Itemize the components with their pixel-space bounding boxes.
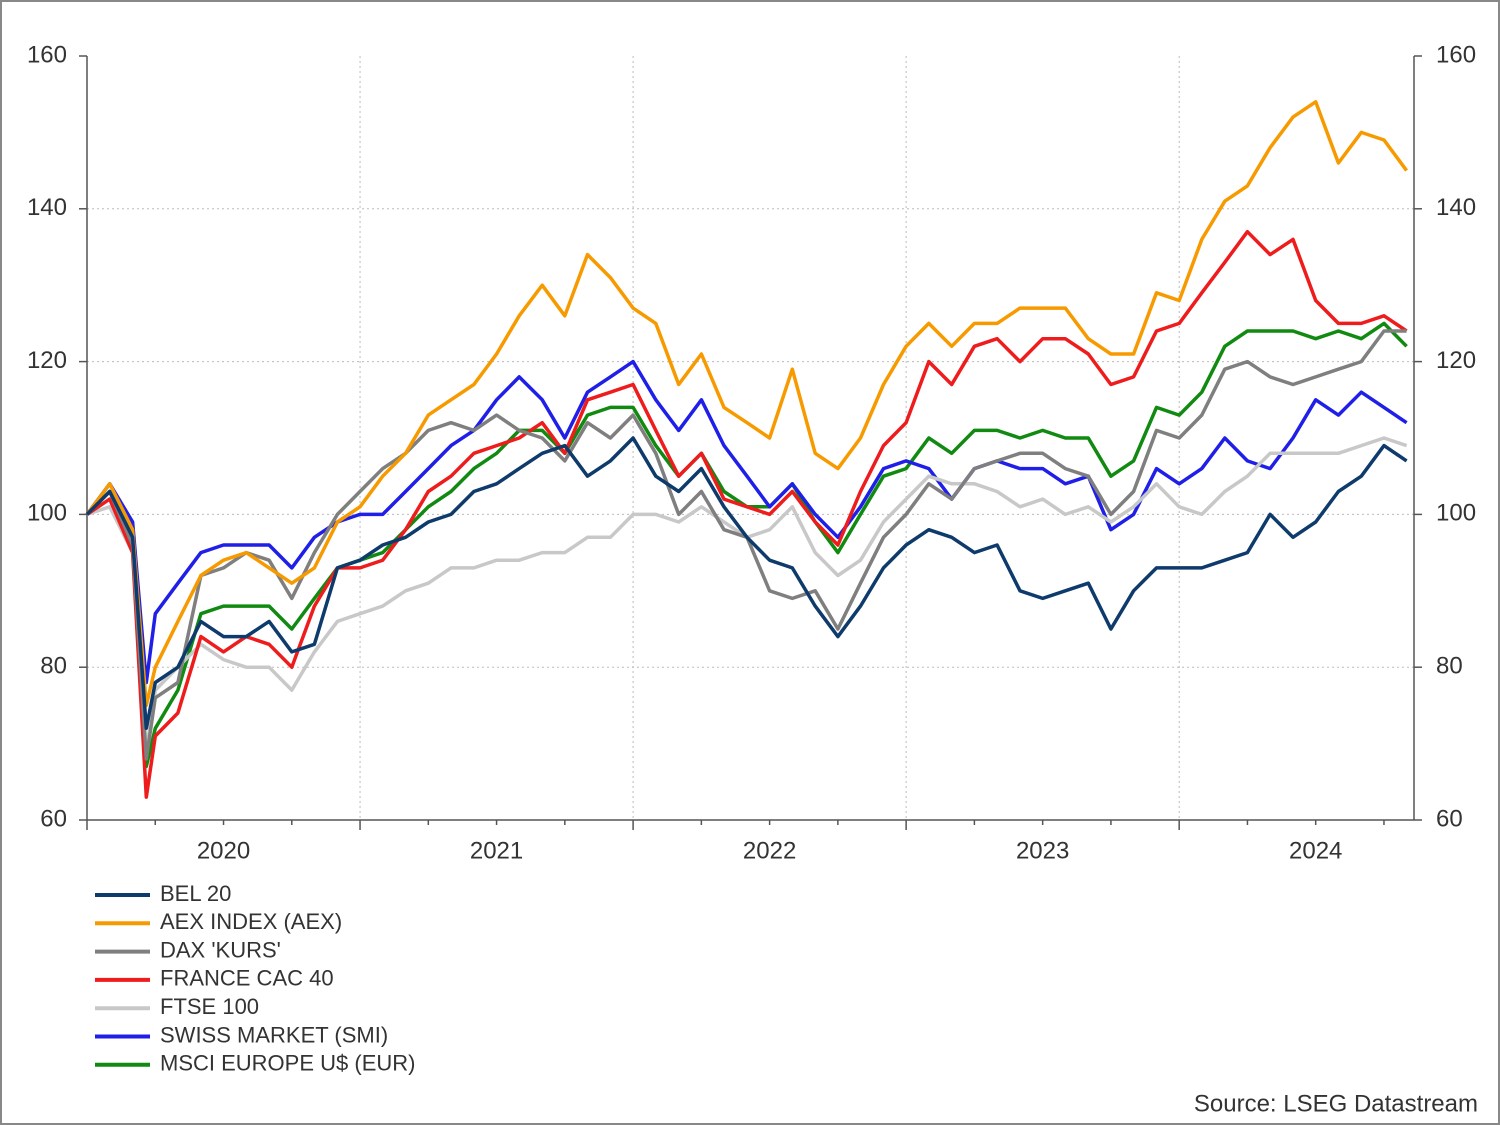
y2-tick-label: 160 xyxy=(1436,41,1476,68)
y2-tick-label: 140 xyxy=(1436,194,1476,221)
x-tick-label: 2023 xyxy=(1016,837,1069,864)
legend-label: FRANCE CAC 40 xyxy=(160,966,334,991)
x-tick-label: 2021 xyxy=(470,837,523,864)
y2-tick-label: 60 xyxy=(1436,805,1463,832)
series-line xyxy=(86,229,1408,799)
x-tick-label: 2024 xyxy=(1289,837,1342,864)
x-tick-label: 2020 xyxy=(197,837,250,864)
legend-label: FTSE 100 xyxy=(160,994,259,1019)
y-tick-label: 100 xyxy=(27,500,67,527)
legend-label: SWISS MARKET (SMI) xyxy=(160,1022,388,1047)
legend-label: MSCI EUROPE U$ (EUR) xyxy=(160,1051,415,1076)
series-line xyxy=(85,321,1408,769)
y2-tick-label: 80 xyxy=(1436,653,1463,680)
legend-label: AEX INDEX (AEX) xyxy=(160,909,342,934)
source-note: Source: LSEG Datastream xyxy=(1194,1090,1478,1117)
y-tick-label: 60 xyxy=(40,805,67,832)
series-line xyxy=(85,436,1408,731)
x-tick-label: 2022 xyxy=(743,837,796,864)
series-line xyxy=(85,359,1408,685)
legend: BEL 20 AEX INDEX (AEX) DAX 'KURS' FRANCE CA… xyxy=(95,881,415,1076)
y2-tick-label: 100 xyxy=(1436,500,1476,527)
y-tick-label: 80 xyxy=(40,653,67,680)
legend-label: DAX 'KURS' xyxy=(160,937,281,962)
y-tick-label: 120 xyxy=(27,347,67,374)
series-line xyxy=(85,100,1409,708)
series-line xyxy=(85,329,1407,761)
y-tick-label: 160 xyxy=(27,41,67,68)
legend-label: BEL 20 xyxy=(160,881,231,906)
y-tick-label: 140 xyxy=(27,194,67,221)
series-line xyxy=(86,436,1408,753)
y2-tick-label: 120 xyxy=(1436,347,1476,374)
